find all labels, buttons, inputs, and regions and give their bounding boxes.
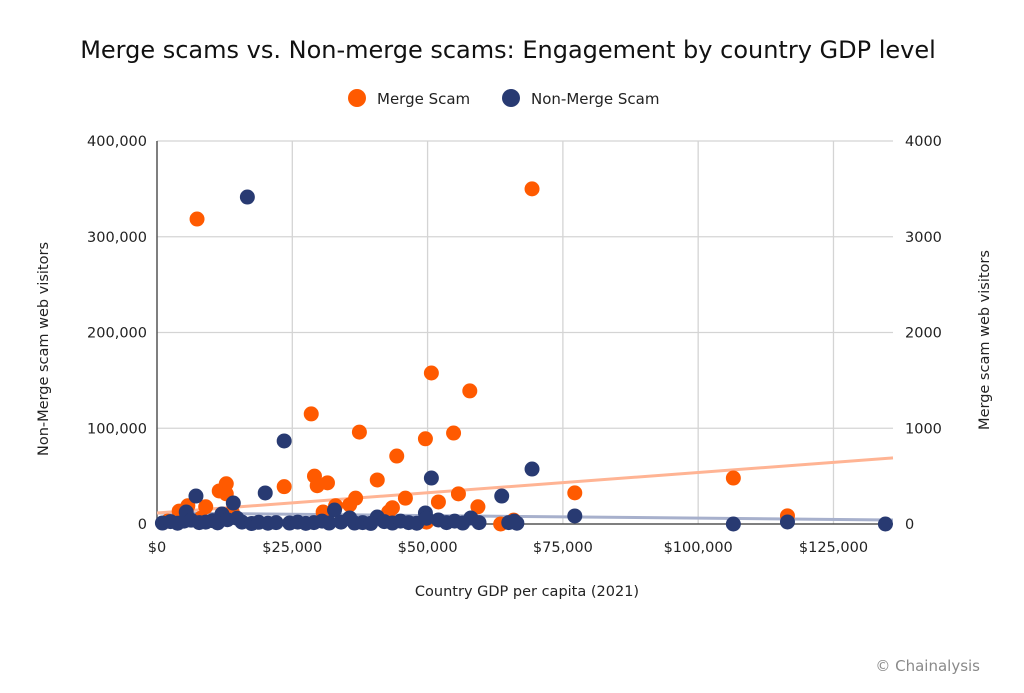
non-merge-scam-point [268,515,284,531]
non-merge-scam-point [333,514,349,530]
merge-scam-point [189,211,205,227]
legend: Merge Scam Non-Merge Scam [348,89,659,108]
non-merge-scam-point [567,508,583,524]
y-left-tick-label: 400,000 [87,134,147,150]
non-merge-scam-point [321,515,337,531]
y-left-axis-title: Non-Merge scam web visitors [36,242,52,456]
merge-scam-point [524,181,540,197]
gridlines [157,140,893,524]
y-right-tick-label: 2000 [905,326,942,342]
non-merge-scam-point [877,516,893,532]
legend-marker-non-merge [502,89,520,107]
merge-scam-point [342,497,358,513]
x-tick-label: $0 [148,540,166,556]
merge-scam-point [725,470,741,486]
merge-scam-point [446,425,462,441]
y-right-tick-label: 1000 [905,421,942,437]
merge-trendline [156,456,894,515]
non-merge-scam-point [363,515,379,531]
merge-scam-point [397,490,413,506]
merge-scam-point [470,499,486,515]
non-merge-scam-point [276,433,292,449]
non-merge-scam-point [327,502,343,518]
non-merge-scam-point [725,516,741,532]
x-tick-label: $25,000 [262,540,322,556]
merge-scam-point [351,424,367,440]
non-merge-scam-point [239,189,255,205]
non-merge-scam-point [524,461,540,477]
non-merge-scam-point [419,510,435,526]
trendlines [156,456,894,522]
merge-scam-points [160,181,795,532]
y-left-tick-label: 100,000 [87,421,147,437]
x-tick-label: $50,000 [398,540,458,556]
merge-scam-point [198,499,214,515]
y-right-axis-title: Merge scam web visitors [977,250,993,430]
credit-label: © Chainalysis [875,657,980,675]
y-left-tick-label: 300,000 [87,230,147,246]
x-tick-label: $100,000 [664,540,733,556]
y-right-tick-labels: 0 1000 2000 3000 4000 [905,134,942,533]
merge-scam-point [369,472,385,488]
non-merge-scam-point [506,513,522,529]
legend-marker-merge [348,89,366,107]
merge-scam-point [389,448,405,464]
non-merge-scam-point [225,495,241,511]
merge-scam-point [567,485,583,501]
non-merge-scam-point [455,515,471,531]
y-right-tick-label: 0 [905,517,914,533]
non-merge-scam-point [257,485,273,501]
y-left-tick-labels: 0 100,000 200,000 300,000 400,000 [87,134,147,533]
non-merge-scam-point [779,514,795,530]
merge-scam-point [462,383,478,399]
merge-scam-point [417,431,433,447]
merge-scam-point [303,406,319,422]
non-merge-scam-point [188,488,204,504]
non-merge-scam-points [154,189,893,532]
legend-label-merge: Merge Scam [377,90,470,108]
x-tick-label: $125,000 [799,540,868,556]
x-tick-label: $75,000 [533,540,593,556]
merge-scam-point [430,494,446,510]
chart-title: Merge scams vs. Non-merge scams: Engagem… [80,36,936,64]
x-tick-labels: $0 $25,000 $50,000 $75,000 $100,000 $125,000 [148,540,868,556]
legend-label-non-merge: Non-Merge Scam [531,90,659,108]
merge-scam-point [423,365,439,381]
x-axis-title: Country GDP per capita (2021) [415,584,639,600]
non-merge-scam-point [494,488,510,504]
y-left-tick-label: 0 [138,517,147,533]
merge-scam-point [319,475,335,491]
y-right-tick-label: 4000 [905,134,942,150]
non-merge-scam-point [423,470,439,486]
non-merge-scam-point [471,515,487,531]
y-right-tick-label: 3000 [905,230,942,246]
y-left-tick-label: 200,000 [87,326,147,342]
merge-scam-point [276,479,292,495]
non-merge-trendline [156,511,894,522]
merge-scam-point [450,486,466,502]
